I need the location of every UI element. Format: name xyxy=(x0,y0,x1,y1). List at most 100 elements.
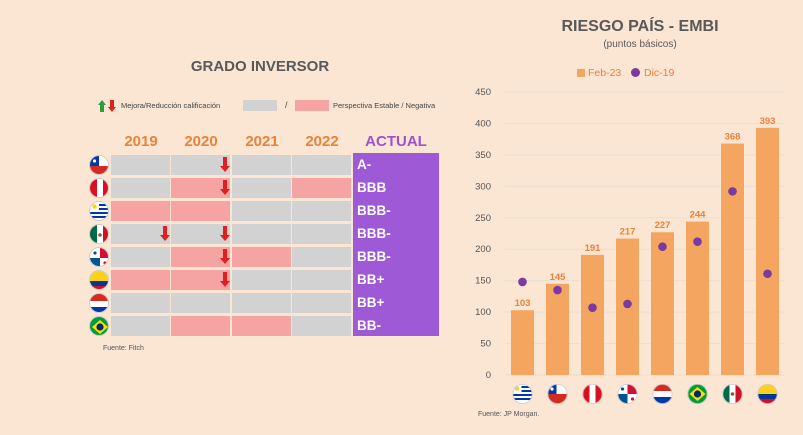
legend-feb23-swatch xyxy=(577,69,585,77)
left-source-note: Fuente: Fitch xyxy=(103,345,144,352)
dot-dic19 xyxy=(518,277,527,287)
y-tick-label: 50 xyxy=(480,339,491,350)
down-arrow-icon xyxy=(220,157,230,172)
colombia-flag-icon xyxy=(89,270,109,290)
legend-feb23-label: Feb-23 xyxy=(588,67,622,79)
outlook-cell xyxy=(111,224,170,244)
outlook-cell xyxy=(292,201,351,221)
bar-feb23 xyxy=(581,254,604,375)
peru-flag-icon xyxy=(582,383,603,405)
year-2020: 2020 xyxy=(184,133,218,150)
outlook-cell xyxy=(292,293,351,313)
rating-mexico: BBB- xyxy=(357,226,391,241)
legend-stable-swatch xyxy=(243,100,277,111)
outlook-cell xyxy=(292,155,351,175)
year-2021: 2021 xyxy=(245,133,279,150)
outlook-cell xyxy=(232,270,291,290)
legend-dic19-label: Dic-19 xyxy=(644,67,675,79)
dot-dic19 xyxy=(588,303,597,313)
panama-flag-icon xyxy=(617,383,638,405)
bar-feb23 xyxy=(686,221,709,375)
outlook-cell xyxy=(232,178,291,198)
legend-negative-swatch xyxy=(295,100,329,111)
outlook-cell xyxy=(111,270,170,290)
down-arrow-icon xyxy=(220,249,230,264)
y-tick-label: 350 xyxy=(475,150,491,161)
dot-dic19 xyxy=(553,285,562,295)
rating-panama: BBB- xyxy=(357,249,391,264)
y-tick-label: 100 xyxy=(475,307,491,318)
down-arrow-icon xyxy=(160,226,170,241)
y-tick-label: 0 xyxy=(486,370,491,381)
bar-feb23 xyxy=(546,283,569,375)
outlook-cell xyxy=(171,247,230,267)
arrow-legend-icon xyxy=(98,100,116,112)
bar-value-label: 191 xyxy=(585,243,602,254)
outlook-cell xyxy=(232,293,291,313)
rating-brazil: BB- xyxy=(357,318,381,333)
bar-value-label: 145 xyxy=(550,272,567,283)
bar-feb23 xyxy=(721,143,744,375)
outlook-cell xyxy=(111,178,170,198)
bar-value-label: 244 xyxy=(690,210,707,221)
outlook-cell xyxy=(292,270,351,290)
outlook-cell xyxy=(111,316,170,336)
outlook-cell xyxy=(111,247,170,267)
bar-value-label: 393 xyxy=(760,116,776,127)
y-tick-label: 450 xyxy=(475,87,491,98)
peru-flag-icon xyxy=(89,178,109,198)
dot-dic19 xyxy=(693,237,702,246)
bar-value-label: 103 xyxy=(515,298,531,309)
outlook-cell xyxy=(292,247,351,267)
y-tick-label: 300 xyxy=(475,181,491,192)
y-tick-label: 200 xyxy=(475,244,491,255)
outlook-cell xyxy=(292,178,351,198)
mexico-flag-icon xyxy=(89,224,109,244)
mexico-flag-icon xyxy=(722,383,743,405)
outlook-cell xyxy=(111,201,170,221)
bar-value-label: 227 xyxy=(655,220,671,231)
outlook-cell xyxy=(111,293,170,313)
dot-dic19 xyxy=(623,299,632,309)
left-chart-title: GRADO INVERSOR xyxy=(190,58,330,75)
bar-feb23 xyxy=(651,232,674,375)
outlook-cell xyxy=(171,178,230,198)
paraguay-flag-icon xyxy=(89,293,109,313)
legend-row: Mejora/Reducción calificación / Perspect… xyxy=(97,100,437,114)
actual-column xyxy=(353,153,439,336)
outlook-cell xyxy=(171,270,230,290)
chile-flag-icon xyxy=(89,155,109,175)
year-2022: 2022 xyxy=(305,133,339,150)
uruguay-flag-icon xyxy=(89,201,109,221)
outlook-cell xyxy=(171,224,230,244)
rating-peru: BBB xyxy=(357,180,387,195)
outlook-cell xyxy=(292,316,351,336)
outlook-cell xyxy=(171,155,230,175)
uruguay-flag-icon xyxy=(512,383,533,405)
outlook-cell xyxy=(232,201,291,221)
right-source-note: Fuente: JP Morgan. xyxy=(478,411,540,418)
outlook-cell xyxy=(232,316,291,336)
chart-legend: Feb-23 Dic-19 xyxy=(577,67,697,81)
brazil-flag-icon xyxy=(687,383,708,405)
dot-dic19 xyxy=(763,269,772,279)
outlook-cell xyxy=(292,224,351,244)
right-chart-title: RIESGO PAÍS - EMBI xyxy=(561,18,719,35)
legend-slash: / xyxy=(285,100,288,110)
year-2019: 2019 xyxy=(124,133,158,150)
rating-colombia: BB+ xyxy=(357,272,385,287)
legend-arrows-text: Mejora/Reducción calificación xyxy=(121,101,221,110)
brazil-flag-icon xyxy=(89,316,109,336)
bar-feb23 xyxy=(756,127,779,375)
legend-outlook-text: Perspectiva Estable / Negativa xyxy=(333,101,436,110)
bar-value-label: 217 xyxy=(620,227,636,238)
down-arrow-icon xyxy=(220,180,230,195)
bar-feb23 xyxy=(511,310,534,375)
bar-value-label: 368 xyxy=(725,132,741,143)
embi-bar-chart: 0 50 100 150 200 250 300 350 400 450 103 145 191 217 2… xyxy=(475,87,785,405)
outlook-cell xyxy=(171,201,230,221)
rating-paraguay: BB+ xyxy=(357,295,385,310)
outlook-cell xyxy=(232,247,291,267)
outlook-cell xyxy=(111,155,170,175)
colombia-flag-icon xyxy=(757,383,778,405)
